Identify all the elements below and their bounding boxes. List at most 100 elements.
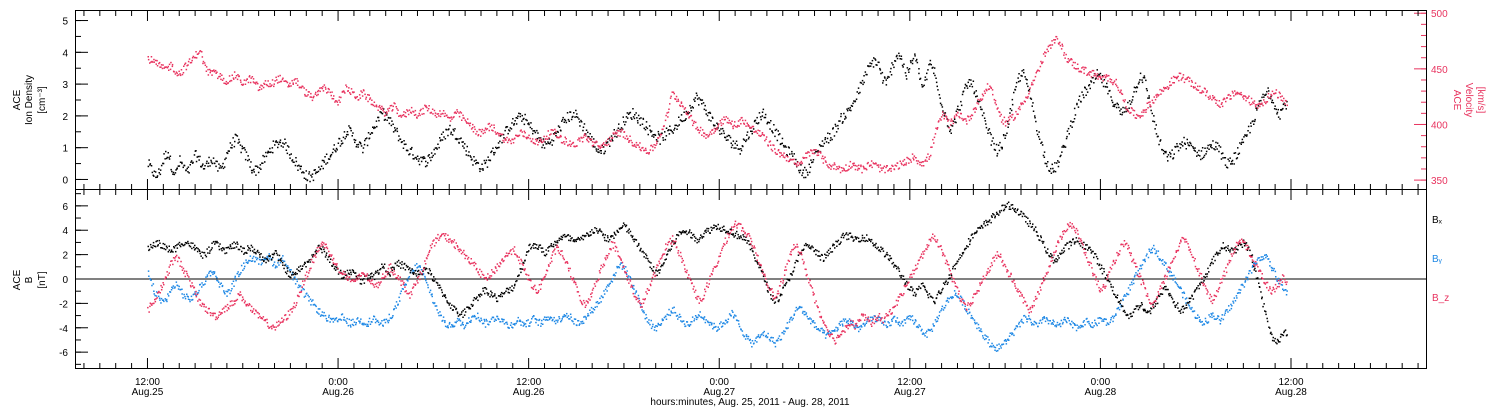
by-point <box>573 318 576 320</box>
velocity-point <box>994 99 997 102</box>
velocity-point <box>924 159 927 161</box>
density-point <box>488 159 490 161</box>
by-point <box>691 316 694 318</box>
b-tick-label: 2 <box>62 251 68 262</box>
density-point <box>962 90 965 93</box>
density-point <box>255 174 257 176</box>
velocity-point <box>793 162 796 164</box>
density-point <box>1139 79 1141 81</box>
velocity-point <box>183 65 185 67</box>
by-point <box>325 317 328 320</box>
by-point <box>824 337 827 339</box>
velocity-point <box>322 90 325 92</box>
density-point <box>1158 143 1160 146</box>
velocity-point <box>654 146 656 149</box>
velocity-point <box>181 73 184 76</box>
density-point <box>555 135 557 137</box>
velocity-point <box>522 135 524 137</box>
velocity-point <box>996 108 998 110</box>
density-point <box>543 147 546 149</box>
density-point <box>476 162 478 164</box>
velocity-point <box>667 111 670 114</box>
velocity-axis-label-2: Velocity <box>1463 83 1474 117</box>
by-point <box>434 305 437 307</box>
by-point <box>452 324 454 327</box>
velocity-point <box>1153 96 1155 98</box>
density-point <box>619 128 621 131</box>
velocity-point <box>1020 102 1022 104</box>
by-point <box>1016 326 1019 328</box>
velocity-point <box>1126 108 1129 111</box>
velocity-point <box>607 143 610 146</box>
density-point <box>198 159 200 161</box>
by-point <box>1068 319 1070 322</box>
density-point <box>1268 90 1270 92</box>
by-point <box>149 277 151 280</box>
velocity-point <box>1036 70 1038 73</box>
density-point <box>269 147 271 150</box>
velocity-point <box>1202 91 1205 93</box>
density-point <box>730 146 733 149</box>
velocity-point <box>488 129 490 132</box>
density-point <box>499 135 502 137</box>
density-point <box>771 130 773 133</box>
by-point <box>540 322 543 325</box>
density-point <box>1115 106 1118 109</box>
density-point <box>262 154 264 157</box>
velocity-point <box>652 149 654 152</box>
density-point <box>698 97 700 99</box>
density-point <box>983 112 985 114</box>
velocity-point <box>624 137 626 140</box>
by-point <box>925 332 927 334</box>
velocity-point <box>699 126 702 129</box>
by-point <box>1272 269 1275 272</box>
by-point <box>1002 343 1005 345</box>
velocity-point <box>255 83 257 85</box>
velocity-point <box>1020 103 1023 106</box>
velocity-point <box>982 95 985 97</box>
by-point <box>262 258 264 261</box>
density-point <box>1281 108 1283 111</box>
velocity-point <box>731 120 733 122</box>
density-point <box>1078 99 1080 101</box>
velocity-point <box>476 130 478 133</box>
velocity-point <box>1169 84 1171 87</box>
density-point <box>381 112 384 115</box>
by-point <box>659 324 662 326</box>
by-point <box>1099 317 1101 319</box>
bx-point <box>315 252 318 255</box>
density-point <box>743 139 746 141</box>
velocity-point <box>1270 93 1272 96</box>
density-point <box>694 100 696 102</box>
density-point <box>371 132 374 134</box>
density-point <box>884 77 886 79</box>
density-point <box>960 100 962 103</box>
by-point <box>778 335 781 337</box>
by-point <box>158 297 161 299</box>
density-point <box>1030 98 1033 100</box>
density-point <box>1129 103 1132 105</box>
by-point <box>797 308 799 310</box>
bx-point <box>163 248 165 250</box>
by-point <box>206 274 209 276</box>
by-point <box>1262 256 1264 258</box>
density-point <box>1142 76 1145 79</box>
by-point <box>1224 312 1226 314</box>
density-point <box>991 140 993 142</box>
density-point <box>487 156 489 158</box>
by-point <box>1030 321 1032 324</box>
by-point <box>930 328 933 331</box>
bx-point <box>309 261 311 263</box>
by-point <box>1217 315 1220 318</box>
density-point <box>861 79 864 82</box>
density-point <box>433 148 435 151</box>
velocity-point <box>1032 79 1034 82</box>
by-point <box>1169 270 1171 272</box>
velocity-point <box>1045 52 1047 54</box>
velocity-point <box>233 71 236 73</box>
by-point <box>184 297 187 300</box>
velocity-point <box>1056 38 1059 40</box>
by-point <box>753 342 755 344</box>
velocity-point <box>1269 96 1272 99</box>
density-point <box>678 116 680 118</box>
